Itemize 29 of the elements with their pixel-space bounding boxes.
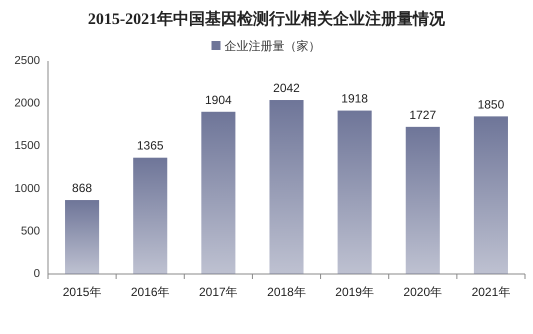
- data-label: 1918: [341, 92, 368, 106]
- x-tick-label: 2018年: [267, 285, 306, 299]
- y-tick-label: 2000: [14, 98, 40, 110]
- data-label: 1365: [136, 138, 164, 153]
- x-tick-label: 2016年: [130, 285, 170, 299]
- data-label: 868: [72, 181, 92, 196]
- data-label: 1727: [409, 108, 436, 122]
- x-tick-label: 2020年: [403, 285, 442, 299]
- y-tick-label: 1000: [14, 182, 40, 195]
- legend-label: 企业注册量（家）: [224, 39, 320, 53]
- x-tick-label: 2019年: [335, 285, 374, 299]
- bar: [474, 116, 508, 274]
- x-tick-label: 2017年: [199, 285, 238, 299]
- data-label: 1904: [205, 92, 232, 107]
- y-tick-label: 500: [20, 225, 40, 238]
- data-label: 1850: [478, 97, 505, 112]
- bar: [65, 200, 100, 274]
- y-tick-label: 1500: [14, 140, 40, 152]
- data-label: 2042: [273, 81, 300, 96]
- chart-title: 2015-2021年中国基因检测行业相关企业注册量情况: [88, 10, 446, 28]
- bar: [133, 158, 168, 274]
- bar: [269, 100, 304, 274]
- y-tick-label: 0: [34, 268, 40, 280]
- x-tick-label: 2021年: [472, 285, 510, 299]
- bar: [338, 110, 372, 274]
- bar: [201, 112, 236, 274]
- bar: [406, 126, 440, 274]
- x-tick-label: 2015年: [62, 285, 102, 299]
- y-tick-label: 2500: [14, 55, 40, 67]
